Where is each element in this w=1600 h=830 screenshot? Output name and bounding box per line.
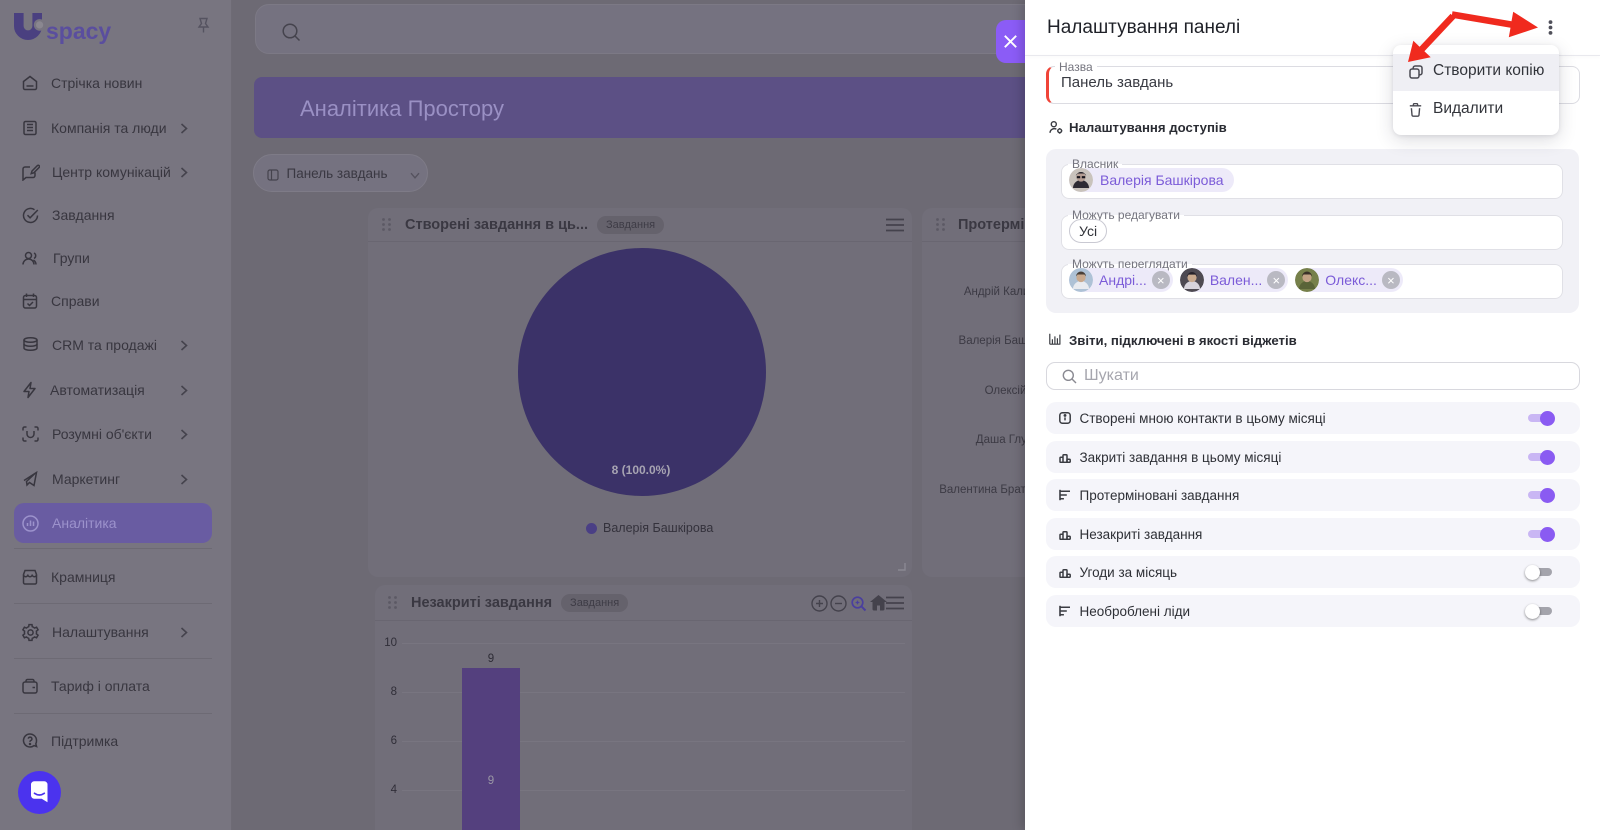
svg-text:spacy: spacy [46,18,111,44]
